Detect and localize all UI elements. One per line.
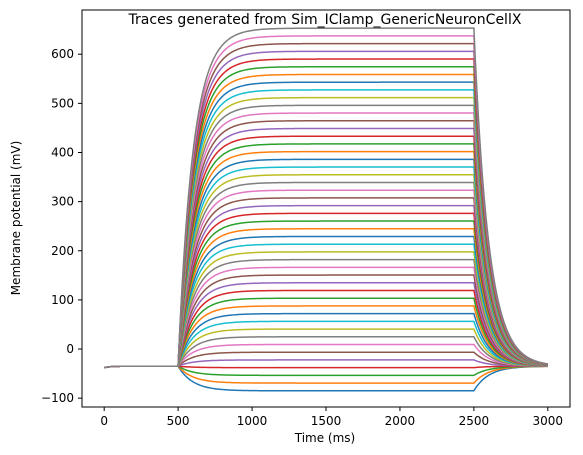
- x-axis-label: Time (ms): [294, 431, 356, 445]
- x-tick-label: 3000: [533, 414, 564, 428]
- y-tick-label: −100: [41, 391, 74, 405]
- y-tick-label: 0: [66, 342, 74, 356]
- y-tick-label: 600: [51, 47, 74, 61]
- y-tick-label: 400: [51, 145, 74, 159]
- traces-group: [104, 28, 548, 391]
- y-axis-ticks: −100 0 100 200 300 400 500 600: [41, 47, 82, 405]
- x-tick-label: 500: [167, 414, 190, 428]
- chart-title: Traces generated from Sim_IClamp_Generic…: [128, 12, 522, 28]
- x-tick-label: 0: [100, 414, 108, 428]
- y-tick-label: 300: [51, 195, 74, 209]
- y-tick-label: 200: [51, 244, 74, 258]
- x-tick-label: 1500: [311, 414, 342, 428]
- trace-line: [104, 366, 548, 391]
- y-tick-label: 500: [51, 96, 74, 110]
- x-tick-label: 2000: [385, 414, 416, 428]
- x-tick-label: 2500: [459, 414, 490, 428]
- y-axis-label: Membrane potential (mV): [9, 141, 23, 296]
- x-tick-label: 1000: [237, 414, 268, 428]
- x-axis-ticks: 0 500 1000 1500 2000 2500 3000: [100, 407, 563, 428]
- y-tick-label: 100: [51, 293, 74, 307]
